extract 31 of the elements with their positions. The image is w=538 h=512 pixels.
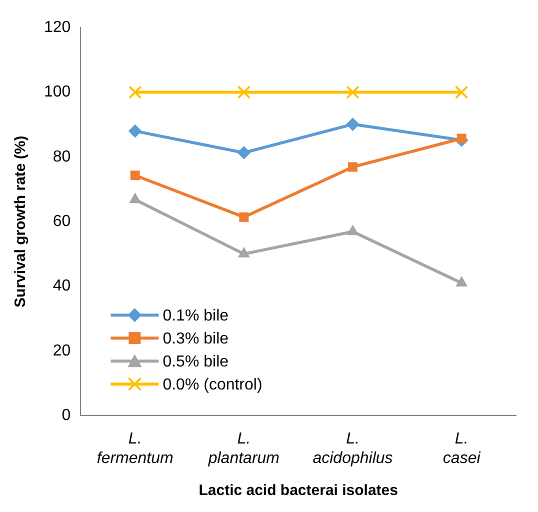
x-tick-label: L. acidophilus — [312, 430, 393, 467]
point — [237, 146, 250, 160]
y-tick-label: 20 — [52, 342, 71, 360]
point — [239, 212, 249, 222]
x-tick-label: L. plantarum — [207, 430, 280, 467]
point — [346, 86, 360, 99]
point — [128, 124, 142, 138]
legend-label: 0.5% bile — [162, 354, 229, 371]
point — [129, 193, 141, 204]
y-tick-label: 120 — [44, 19, 71, 36]
y-tick-label: 100 — [44, 84, 71, 101]
y-tick-label: 40 — [52, 278, 71, 295]
point — [456, 276, 468, 287]
legend-label: 0.3% bile — [162, 330, 229, 348]
point — [128, 86, 142, 99]
point — [347, 225, 358, 236]
x-tick-label: L. fermentum — [96, 430, 174, 467]
point — [237, 86, 251, 99]
y-tick-label: 80 — [52, 148, 71, 166]
point — [348, 162, 358, 172]
y-tick-label: 60 — [52, 213, 71, 230]
point — [346, 118, 360, 131]
x-axis-title: Lactic acid bacterai isolates — [198, 482, 398, 500]
point — [454, 86, 468, 99]
y-axis-title: Survival growth rate (%) — [12, 136, 30, 308]
point — [130, 170, 140, 180]
point — [238, 247, 250, 258]
legend-label: 0.1% bile — [162, 308, 229, 325]
legend-label: 0.0% (control) — [162, 376, 262, 394]
y-tick-label: 0 — [62, 407, 71, 424]
x-tick-label: L. casei — [442, 430, 481, 467]
